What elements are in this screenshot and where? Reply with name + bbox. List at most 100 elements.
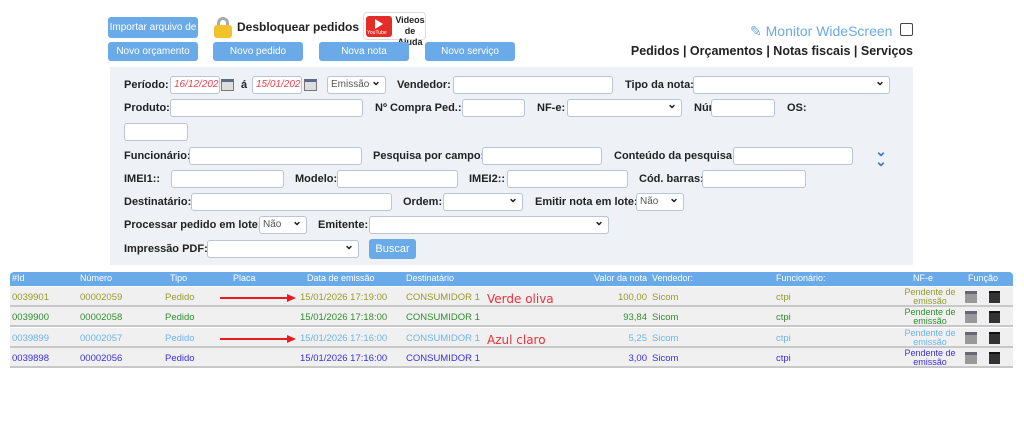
issuer-select[interactable] [369,214,609,234]
table-row[interactable]: 0039899 00002057 Pedido 15/01/2026 17:16… [10,327,1013,348]
date-from-input[interactable]: 16/12/2025 [170,76,220,94]
col-number[interactable]: Número [80,273,113,283]
invoice-type-label: Tipo da nota: [625,79,694,91]
col-value[interactable]: Valor da nota [594,273,647,283]
nfe-select[interactable] [567,97,682,117]
print-icon[interactable] [965,291,977,303]
trash-icon[interactable] [989,291,1000,303]
cell-number: 00002056 [80,352,123,364]
import-file-button[interactable]: Importar arquivo de [108,17,198,38]
cell-date: 15/01/2026 17:18:00 [300,312,388,324]
cell-value: 100,00 [617,292,647,303]
trash-icon[interactable] [989,351,1000,364]
trash-icon[interactable] [989,331,1000,344]
print-icon[interactable] [965,311,977,324]
number-input[interactable] [711,99,775,117]
cell-type: Pedido [165,332,195,344]
cell-type: Pedido [165,292,195,303]
imei2-label: IMEI2:: [469,173,506,185]
unlock-orders-link[interactable]: Desbloquear pedidos [237,20,360,34]
new-quote-button[interactable]: Novo orçamento [108,42,198,61]
col-type[interactable]: Tipo [170,273,188,283]
imei2-input[interactable] [507,170,628,188]
product-input[interactable] [170,99,363,117]
model-input[interactable] [337,170,458,188]
col-plate[interactable]: Placa [233,273,256,283]
cell-employee: ctpi [776,292,791,303]
product-label: Produto: [124,102,170,114]
batch-invoice-select[interactable]: Não [636,191,684,211]
cell-seller: Sicom [652,292,679,303]
order-select[interactable] [443,191,523,211]
cell-seller: Sicom [652,312,679,324]
new-invoice-button[interactable]: Nova nota [319,42,409,61]
date-type-select[interactable]: Emissão [327,74,386,94]
cell-nfe-status: Pendente de emissão [904,307,956,327]
youtube-icon: YouTube [366,16,392,37]
nfe-label: NF-e: [537,102,566,114]
print-icon[interactable] [965,351,977,364]
cell-recipient: CONSUMIDOR 1 [406,332,480,344]
print-icon[interactable] [965,331,977,344]
seller-input[interactable] [453,76,613,94]
col-function[interactable]: Função [968,273,999,283]
cell-id[interactable]: 0039898 [12,352,49,364]
issuer-label: Emitente: [318,219,369,231]
cell-id[interactable]: 0039901 [12,292,49,303]
imei1-label: IMEI1:: [124,173,161,185]
cell-number: 00002057 [80,332,123,344]
date-to-input[interactable]: 15/01/2026 [252,76,302,94]
widescreen-checkbox[interactable] [900,23,913,36]
batch-process-label: Processar pedido em lote: [124,219,262,231]
order-label: Ordem: [403,196,443,208]
cell-recipient: CONSUMIDOR 1 [406,292,480,303]
table-row[interactable]: 0039898 00002056 Pedido 15/01/2026 17:16… [10,347,1013,368]
annotation-olive: Verde oliva [487,292,554,306]
batch-process-select[interactable]: Não [259,214,307,234]
cell-nfe-status: Pendente de emissão [904,287,956,306]
recipient-input[interactable] [191,193,392,211]
help-videos-button[interactable]: YouTube Videos de Ajuda [363,12,426,47]
purchase-order-input[interactable] [462,99,525,117]
os-label: OS: [787,102,807,114]
new-order-button[interactable]: Novo pedido [213,42,303,61]
monitor-widescreen-link[interactable]: ✎ Monitor WideScreen [750,23,893,39]
col-nfe[interactable]: NF-e [913,273,933,283]
col-id[interactable]: #Id [12,273,25,283]
invoice-type-select[interactable] [693,74,890,94]
col-recipient[interactable]: Destinatário [406,273,455,283]
trash-icon[interactable] [989,311,1000,324]
table-row[interactable]: 0039901 00002059 Pedido 15/01/2026 17:19… [10,287,1013,307]
cell-id[interactable]: 0039900 [12,312,49,324]
os-input[interactable] [124,123,188,141]
barcode-label: Cód. barras: [639,173,704,185]
cell-recipient: CONSUMIDOR 1 [406,352,480,364]
field-search-input[interactable] [482,147,602,165]
table-row[interactable]: 0039900 00002058 Pedido 15/01/2026 17:18… [10,307,1013,328]
employee-input[interactable] [189,147,362,165]
filter-panel [110,67,913,265]
search-button[interactable]: Buscar [369,239,416,259]
cell-date: 15/01/2026 17:19:00 [300,292,388,303]
table-header: #Id Número Tipo Placa Data de emissão De… [10,272,1013,286]
cell-employee: ctpi [776,352,791,364]
cell-employee: ctpi [776,332,791,344]
col-date[interactable]: Data de emissão [307,273,375,283]
col-employee[interactable]: Funcionário: [776,273,826,283]
calendar-icon[interactable] [221,79,234,91]
pdf-print-label: Impressão PDF: [124,243,208,255]
pdf-print-select[interactable] [207,238,359,258]
col-seller[interactable]: Vendedor: [652,273,694,283]
chevron-down-icon[interactable]: ⌄ ⌄ [875,143,887,169]
lock-icon[interactable] [214,17,232,38]
cell-value: 93,84 [623,312,647,324]
imei1-input[interactable] [171,170,284,188]
cell-id[interactable]: 0039899 [12,332,49,344]
search-content-label: Conteúdo da pesquisa: [614,150,736,162]
new-service-button[interactable]: Novo serviço [425,42,515,61]
search-content-input[interactable] [733,147,853,165]
calendar-icon[interactable] [304,79,317,91]
barcode-input[interactable] [702,170,806,188]
section-nav[interactable]: Pedidos | Orçamentos | Notas fiscais | S… [630,44,913,58]
date-sep-label: á [241,79,248,91]
